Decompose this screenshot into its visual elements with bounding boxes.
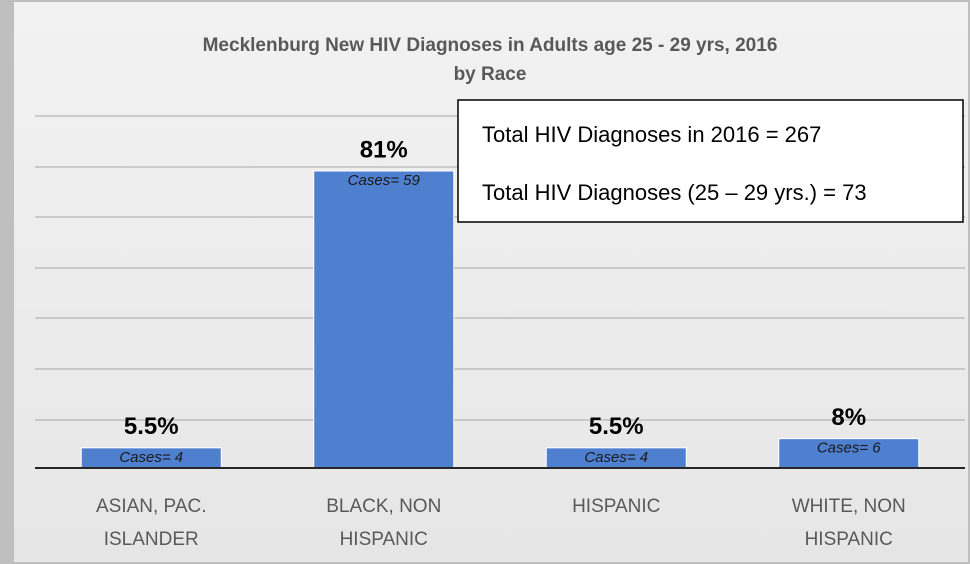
x-tick-label: ASIAN, PAC. ISLANDER <box>95 496 207 550</box>
chart-subtitle: by Race <box>454 64 527 85</box>
case-label: Cases= 6 <box>817 440 881 457</box>
value-label: 5.5% <box>124 413 179 440</box>
info-box <box>457 99 964 223</box>
x-tick-label: BLACK, NON HISPANIC <box>326 496 442 550</box>
x-tick-label: HISPANIC <box>572 496 661 517</box>
chart-title: Mecklenburg New HIV Diagnoses in Adults … <box>203 35 778 56</box>
value-label: 8% <box>831 404 866 431</box>
value-label: 81% <box>360 136 408 163</box>
case-label: Cases= 4 <box>584 449 648 466</box>
value-label: 5.5% <box>589 413 644 440</box>
case-label: Cases= 59 <box>348 172 421 189</box>
x-tick-label: WHITE, NON HISPANIC <box>791 496 906 550</box>
case-label: Cases= 4 <box>119 449 183 466</box>
bar <box>313 170 455 469</box>
chart-area <box>14 2 968 562</box>
info-text: Total HIV Diagnoses in 2016 = 267 <box>482 122 821 147</box>
info-text: Total HIV Diagnoses (25 – 29 yrs.) = 73 <box>482 180 867 205</box>
